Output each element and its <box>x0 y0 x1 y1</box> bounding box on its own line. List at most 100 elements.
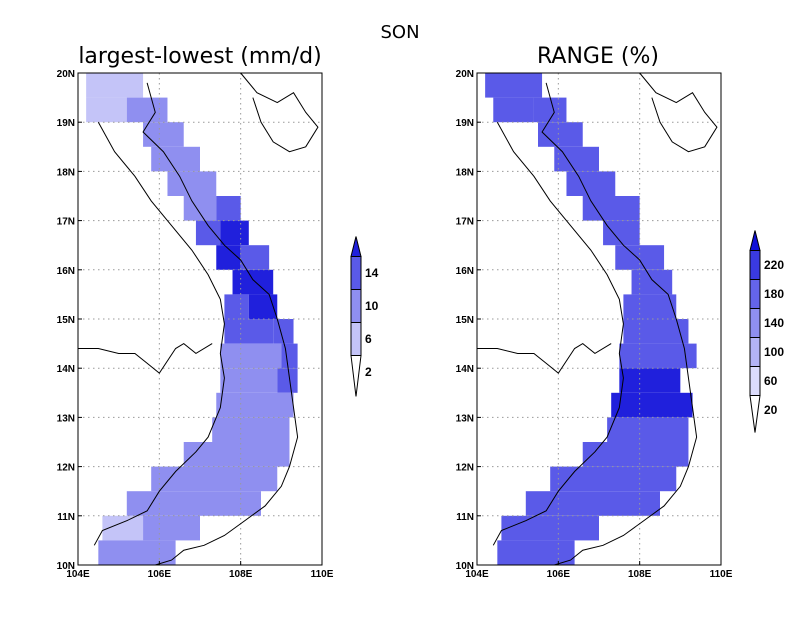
data-cell <box>126 97 168 123</box>
colorbar-segment <box>350 256 362 290</box>
data-cell <box>566 171 616 196</box>
lat-tick-label: 16N <box>57 266 75 277</box>
lat-tick-label: 18N <box>57 167 75 178</box>
right-map-panel: 104E 106E 108E 110E 10N 11N 12N 13N 14N 15N 16N 17N… <box>456 69 733 580</box>
lat-tick-label: 16N <box>456 266 474 277</box>
colorbar-bottom-arrow <box>749 395 761 433</box>
colorbar-label: 6 <box>365 332 372 346</box>
left-colorbar: 2 6 10 14 <box>350 236 379 397</box>
right-panel-title: RANGE (%) <box>537 44 659 69</box>
lon-tick-label: 106E <box>148 569 172 580</box>
data-cell <box>220 220 249 246</box>
data-cell <box>582 442 689 467</box>
lat-tick-label: 15N <box>456 315 474 326</box>
lat-tick-label: 12N <box>57 463 75 474</box>
data-cell <box>183 196 217 221</box>
left-map-panel: 104E 106E 108E 110E 10N 11N 12N 13N 14N 15N 16N 17N… <box>57 69 334 580</box>
lat-tick-label: 13N <box>456 413 474 424</box>
data-cell <box>224 319 274 344</box>
lat-tick-label: 10N <box>57 561 75 572</box>
data-cell <box>550 466 677 492</box>
country-border <box>492 121 624 546</box>
data-cell <box>86 73 144 98</box>
lat-tick-label: 19N <box>57 118 75 129</box>
colorbar-segment <box>749 250 761 280</box>
lat-tick-label: 20N <box>456 69 474 80</box>
data-cell <box>220 368 278 393</box>
lat-tick-label: 11N <box>456 512 474 523</box>
coastline <box>142 82 299 566</box>
data-cell <box>497 540 575 565</box>
data-cell <box>493 97 534 123</box>
colorbar-label: 100 <box>764 345 784 359</box>
colorbar-segment <box>749 366 761 396</box>
lon-tick-label: 106E <box>547 569 571 580</box>
data-cell <box>525 491 660 516</box>
colorbar-label: 20 <box>764 403 778 417</box>
data-cell <box>619 368 681 393</box>
colorbar-segment <box>749 337 761 367</box>
right-cells <box>485 73 697 565</box>
data-cell <box>273 319 294 344</box>
lat-tick-label: 18N <box>456 167 474 178</box>
lon-tick-label: 108E <box>628 569 652 580</box>
colorbar-label: 140 <box>764 316 784 330</box>
data-cell <box>485 73 543 98</box>
data-cell <box>607 417 689 442</box>
right-axis-ticks: 104E 106E 108E 110E 10N 11N 12N 13N 14N 15N 16N 17N… <box>456 69 733 580</box>
data-cell <box>240 245 270 270</box>
colorbar-segment <box>350 322 362 356</box>
colorbar-top-arrow <box>350 236 362 257</box>
data-cell <box>98 540 176 565</box>
hainan-coast <box>240 72 319 153</box>
left-gridlines <box>78 73 322 565</box>
lat-tick-label: 10N <box>456 561 474 572</box>
data-cell <box>151 466 278 492</box>
lat-tick-label: 17N <box>456 217 474 228</box>
colorbar-bottom-arrow <box>350 355 362 397</box>
colorbar-label: 180 <box>764 287 784 301</box>
data-cell <box>195 220 221 246</box>
left-coastlines <box>78 72 319 566</box>
data-cell <box>143 122 184 147</box>
data-cell <box>183 442 290 467</box>
border-west <box>477 342 612 374</box>
lon-tick-label: 104E <box>465 569 489 580</box>
coastline <box>541 82 698 566</box>
hainan-coast <box>639 72 718 153</box>
colorbar-label: 2 <box>365 365 372 379</box>
lat-tick-label: 11N <box>57 512 75 523</box>
lat-tick-label: 20N <box>57 69 75 80</box>
left-panel-title: largest-lowest (mm/d) <box>78 44 321 69</box>
lat-tick-label: 17N <box>57 217 75 228</box>
lat-tick-label: 14N <box>57 364 75 375</box>
lat-tick-label: 19N <box>456 118 474 129</box>
colorbar-label: 10 <box>365 299 379 313</box>
data-cell <box>216 392 294 418</box>
data-cell <box>277 368 298 393</box>
colorbar-segment <box>749 279 761 309</box>
data-cell <box>501 515 599 541</box>
data-cell <box>216 196 241 221</box>
country-border <box>93 121 225 546</box>
lon-tick-label: 110E <box>710 569 733 580</box>
data-cell <box>220 343 282 369</box>
data-cell <box>86 97 127 123</box>
data-cell <box>167 171 217 196</box>
lon-tick-label: 104E <box>66 569 90 580</box>
colorbar-label: 220 <box>764 258 784 272</box>
data-cell <box>200 491 261 516</box>
left-cells <box>86 73 298 565</box>
colorbar-segment <box>350 289 362 323</box>
data-cell <box>631 269 673 295</box>
lat-tick-label: 13N <box>57 413 75 424</box>
right-coastlines <box>477 72 718 566</box>
colorbar-segment <box>749 308 761 338</box>
lat-tick-label: 14N <box>456 364 474 375</box>
data-cell <box>603 220 640 246</box>
data-cell <box>281 343 298 369</box>
data-cell <box>582 196 640 221</box>
data-cell <box>151 146 200 172</box>
lat-tick-label: 15N <box>57 315 75 326</box>
